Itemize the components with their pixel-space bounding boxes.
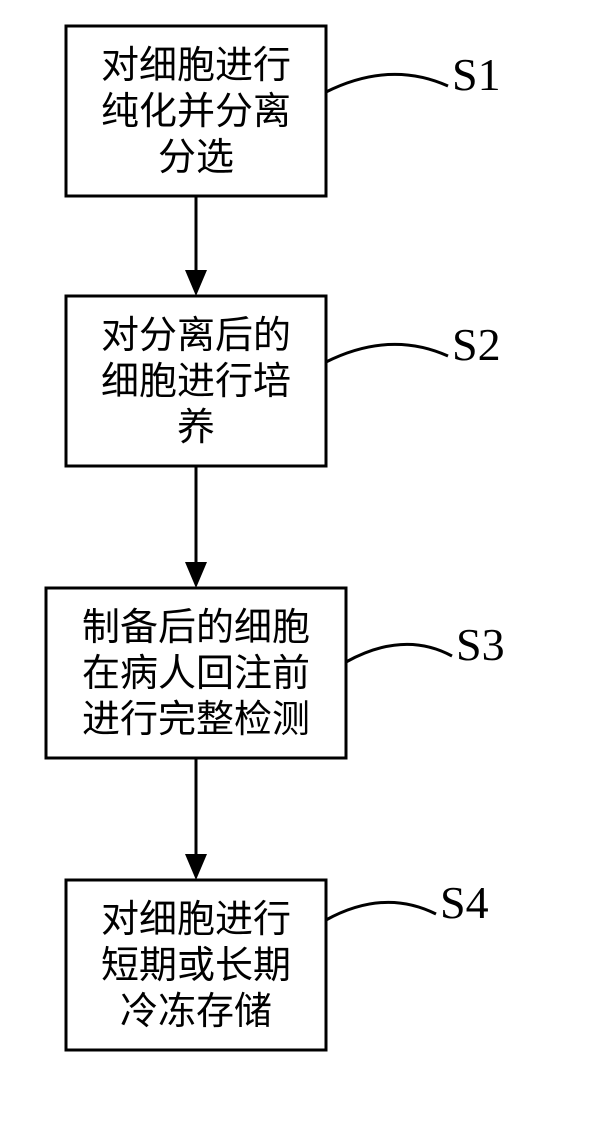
step-label-s4: S4 <box>440 877 489 928</box>
flow-node-text-s3: 制备后的细胞在病人回注前进行完整检测 <box>82 607 310 741</box>
step-label-s2: S2 <box>452 319 501 370</box>
flow-node-text-s4: 对细胞进行短期或长期冷冻存储 <box>101 899 291 1033</box>
step-label-s3: S3 <box>456 619 505 670</box>
step-label-s1: S1 <box>452 49 501 100</box>
